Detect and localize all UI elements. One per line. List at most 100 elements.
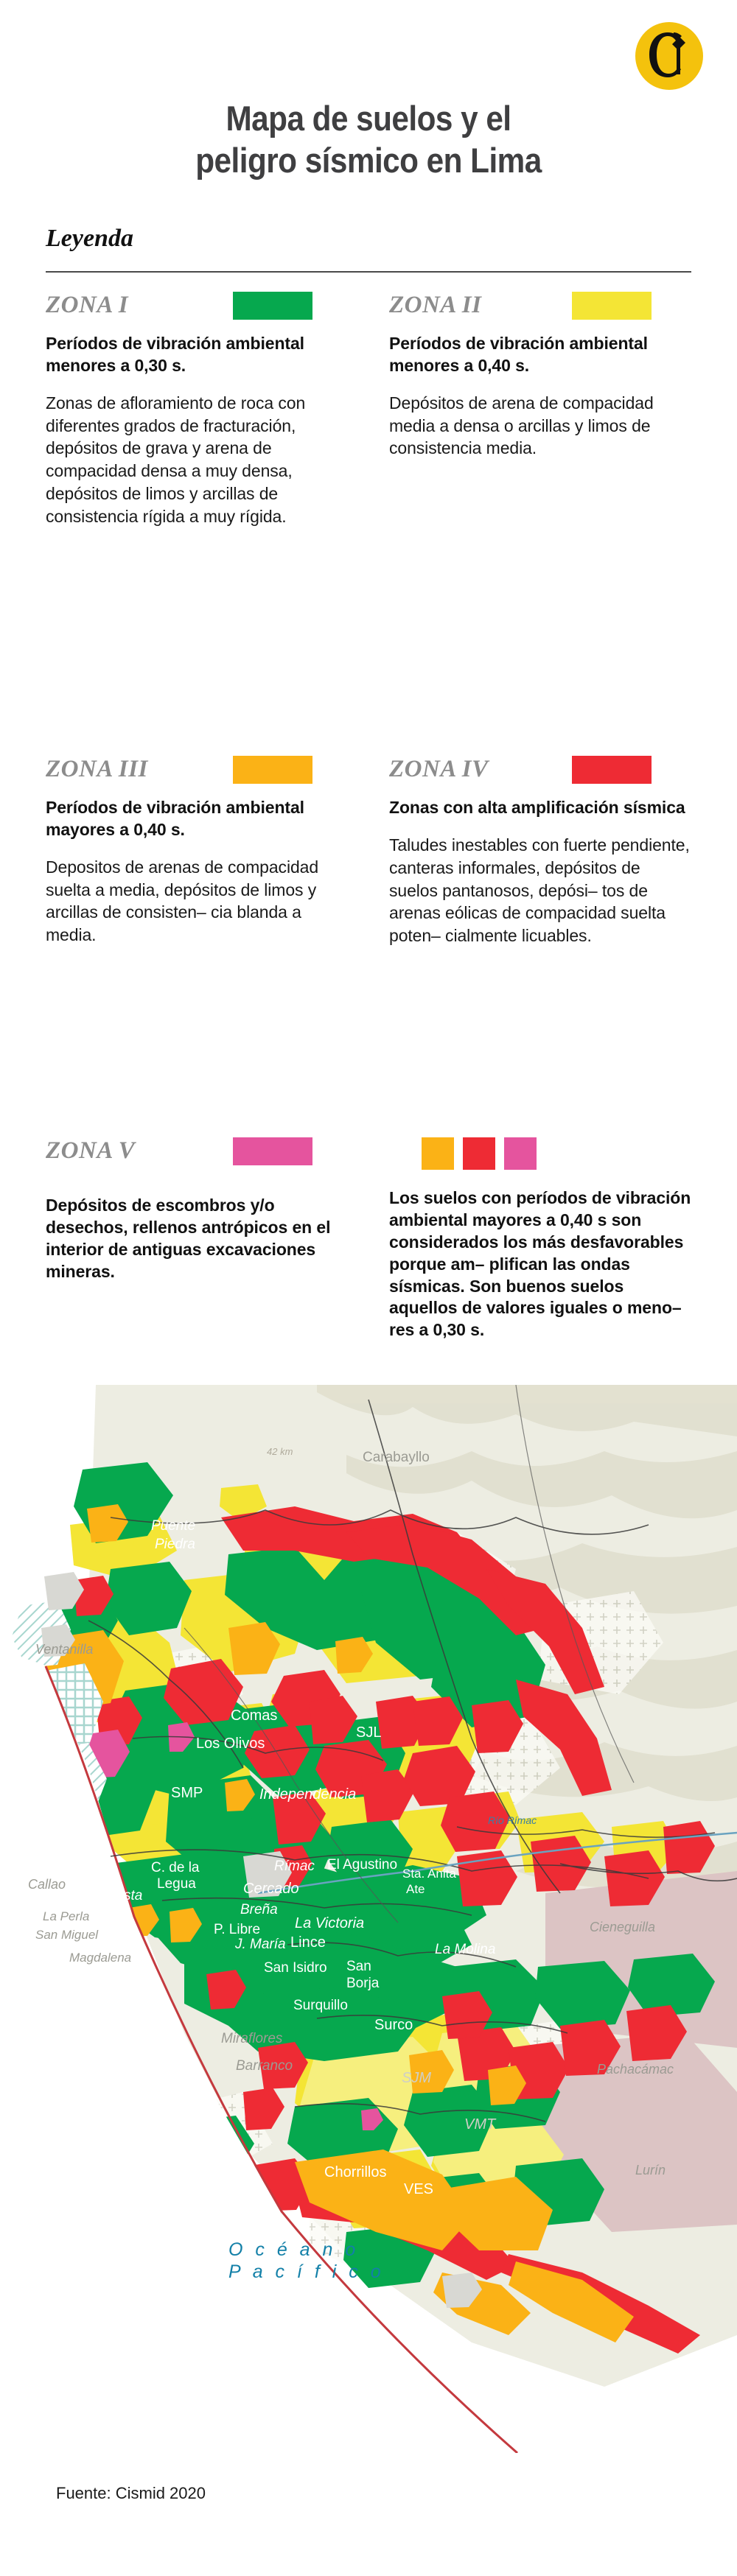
zone-1-name: ZONA I	[46, 292, 129, 318]
map-label: Lince	[290, 1934, 326, 1951]
map-label: Lurín	[635, 2163, 666, 2177]
map-label: San Miguel	[35, 1928, 99, 1942]
district-borders	[88, 1399, 737, 2122]
note-swatch-red	[463, 1137, 495, 1170]
map-label: Cieneguilla	[590, 1920, 655, 1934]
map-label: Ate	[406, 1882, 425, 1896]
note-text: Los suelos con períodos de vibración amb…	[389, 1188, 691, 1340]
map-label: La Perla	[43, 1909, 89, 1923]
legend-note: Los suelos con períodos de vibración amb…	[389, 1137, 691, 1341]
letter-c-icon	[649, 32, 685, 77]
legend-zone-4: ZONA IV Zonas con alta amplificación sís…	[389, 756, 691, 947]
note-swatch-row	[389, 1137, 691, 1170]
zone-1-bold-text: Períodos de vibración ambiental menores …	[46, 334, 304, 375]
note-swatch-orange	[422, 1137, 454, 1170]
map-label: Los Olivos	[196, 1736, 265, 1752]
map-label: La Molina	[435, 1942, 495, 1957]
map-label: J. María	[234, 1937, 286, 1952]
zone-3-swatch	[233, 756, 312, 784]
zone-2-name: ZONA II	[389, 292, 482, 318]
zone-2-swatch	[572, 292, 652, 320]
soil-hazard-map[interactable]: Carabayllo Puente Piedra Ventanilla Comas SJL…	[0, 1385, 737, 2453]
coastline	[44, 1666, 518, 2453]
zone-4-header: ZONA IV	[389, 756, 691, 788]
zone-3-name: ZONA III	[46, 756, 148, 782]
map-label: La Victoria	[295, 1915, 364, 1931]
map-label: Sta. Anita	[402, 1867, 456, 1881]
map-labels: Carabayllo Puente Piedra Ventanilla Comas SJL…	[28, 1446, 674, 2197]
map-label: Legua	[157, 1876, 196, 1892]
map-label: C. de la	[151, 1860, 200, 1875]
map-label: Chorrillos	[324, 2164, 386, 2180]
map-label: P. Libre	[214, 1922, 260, 1937]
zone-4-body-text: Taludes inestables con fuerte pendiente,…	[389, 835, 690, 946]
map-label: SJL	[356, 1724, 381, 1741]
gray-urban-patches	[41, 1572, 482, 2308]
map-label: Pachacámac	[597, 2062, 674, 2077]
zone-3-header: ZONA III	[46, 756, 348, 788]
ocean-fill	[0, 1650, 516, 2453]
map-label: Barranco	[236, 2058, 293, 2074]
map-label: Rímac	[274, 1859, 315, 1874]
map-label: Puente	[151, 1518, 195, 1534]
zone-1-swatch	[233, 292, 312, 320]
map-label: El Agustino	[327, 1857, 397, 1873]
zone-2-header: ZONA II	[389, 292, 691, 324]
map-label: Borja	[346, 1976, 380, 1991]
map-label: Callao	[28, 1877, 66, 1892]
ocean-label-line-1: O c é a n o	[228, 2239, 359, 2260]
map-label: Miraflores	[221, 2031, 283, 2046]
zone-5-header: ZONA V	[46, 1137, 348, 1170]
note-swatches	[422, 1137, 537, 1170]
map-label: Magdalena	[69, 1951, 131, 1965]
map-label: Bellavista	[83, 1888, 142, 1903]
zone-5-name: ZONA V	[46, 1137, 136, 1164]
zone-4-swatch	[572, 756, 652, 784]
source-note: Fuente: Cismid 2020	[56, 2484, 206, 2502]
title-line-2: peligro sísmico en Lima	[195, 141, 542, 180]
zone-3-body-text: Depositos de arenas de compacidad suelta…	[46, 857, 319, 945]
page-title: Mapa de suelos y el peligro sísmico en L…	[37, 97, 700, 182]
zone-1-body-text: Zonas de afloramiento de roca con difere…	[46, 393, 306, 526]
map-label: Piedra	[155, 1537, 195, 1552]
map-label: Independencia	[259, 1786, 356, 1803]
map-label: San	[346, 1959, 371, 1974]
note-swatch-pink	[504, 1137, 537, 1170]
river-rimac	[257, 1831, 737, 1895]
legend-divider	[46, 271, 691, 273]
legend-zone-3: ZONA III Períodos de vibración ambiental…	[46, 756, 348, 947]
map-label: VMT	[464, 2116, 497, 2133]
map-label: Surco	[374, 2017, 413, 2033]
zone-2-body-text: Depósitos de arena de compacidad media a…	[389, 393, 654, 458]
map-label: VES	[404, 2181, 433, 2197]
zone-3-bold-text: Períodos de vibración ambiental mayores …	[46, 798, 304, 839]
map-label: Río Rímac	[488, 1814, 537, 1826]
map-label: Cercado	[243, 1881, 299, 1897]
map-label: Carabayllo	[363, 1450, 430, 1465]
map-label: SJM	[402, 2070, 431, 2086]
map-label: SMP	[171, 1785, 203, 1801]
roads	[184, 1385, 635, 1923]
zone-1-header: ZONA I	[46, 292, 348, 324]
logo-circle	[635, 22, 703, 90]
zone-2-bold-text: Períodos de vibración ambiental menores …	[389, 334, 648, 375]
map-layers: Carabayllo Puente Piedra Ventanilla Comas SJL…	[0, 1385, 737, 2453]
map-label: Surquillo	[293, 1998, 348, 2013]
map-label: Breña	[240, 1902, 278, 1917]
map-label: San Isidro	[264, 1960, 327, 1976]
brand-logo	[635, 22, 703, 90]
map-label: 42 km	[267, 1446, 293, 1457]
zone-4-bold-text: Zonas con alta amplificación sísmica	[389, 798, 685, 817]
legend-zone-5: ZONA V Depósitos de escombros y/o desech…	[46, 1137, 348, 1283]
legend-heading: Leyenda	[46, 225, 133, 252]
zone-4-name: ZONA IV	[389, 756, 489, 782]
ocean-label-line-2: P a c í f i c o	[228, 2261, 385, 2282]
zone-5-bold-text: Depósitos de escombros y/o desechos, rel…	[46, 1196, 331, 1281]
legend-zone-1: ZONA I Períodos de vibración ambiental m…	[46, 292, 348, 528]
zone-5-swatch	[233, 1137, 312, 1165]
map-label: Comas	[231, 1708, 277, 1724]
map-svg: Carabayllo Puente Piedra Ventanilla Comas SJL…	[0, 1385, 737, 2453]
legend-zone-2: ZONA II Períodos de vibración ambiental …	[389, 292, 691, 460]
map-label: Ventanilla	[35, 1642, 93, 1657]
